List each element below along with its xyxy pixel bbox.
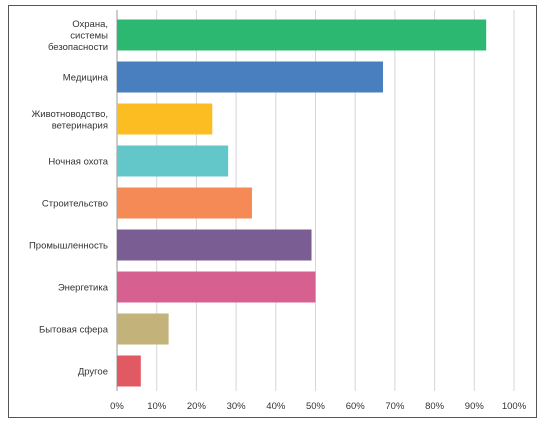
bar <box>117 271 316 303</box>
bar <box>117 103 213 135</box>
bar <box>117 61 383 93</box>
bar <box>117 19 487 51</box>
category-label: Медицина <box>63 73 109 84</box>
x-tick-label: 50% <box>306 401 326 412</box>
bar <box>117 229 312 261</box>
x-tick-label: 80% <box>425 401 445 412</box>
x-tick-label: 10% <box>147 401 167 412</box>
bar <box>117 145 229 177</box>
x-tick-label: 20% <box>187 401 207 412</box>
x-tick-label: 40% <box>266 401 286 412</box>
category-label: Ночная охота <box>48 157 108 168</box>
category-label: Энергетика <box>58 283 109 294</box>
bar <box>117 313 169 345</box>
bar <box>117 187 252 219</box>
x-tick-label: 30% <box>227 401 247 412</box>
category-label: Животноводство, ветеринария <box>32 109 109 132</box>
category-label: Бытовая сфера <box>39 325 109 336</box>
x-tick-label: 70% <box>385 401 405 412</box>
x-tick-label: 100% <box>502 401 527 412</box>
x-tick-label: 0% <box>110 401 124 412</box>
category-label: Строительство <box>42 199 108 210</box>
category-label: Охрана, системы безопасности <box>48 19 108 53</box>
category-label: Промышленность <box>29 241 108 252</box>
category-label: Другое <box>78 367 108 378</box>
x-tick-label: 90% <box>465 401 485 412</box>
x-tick-label: 60% <box>346 401 366 412</box>
bar <box>117 355 141 387</box>
